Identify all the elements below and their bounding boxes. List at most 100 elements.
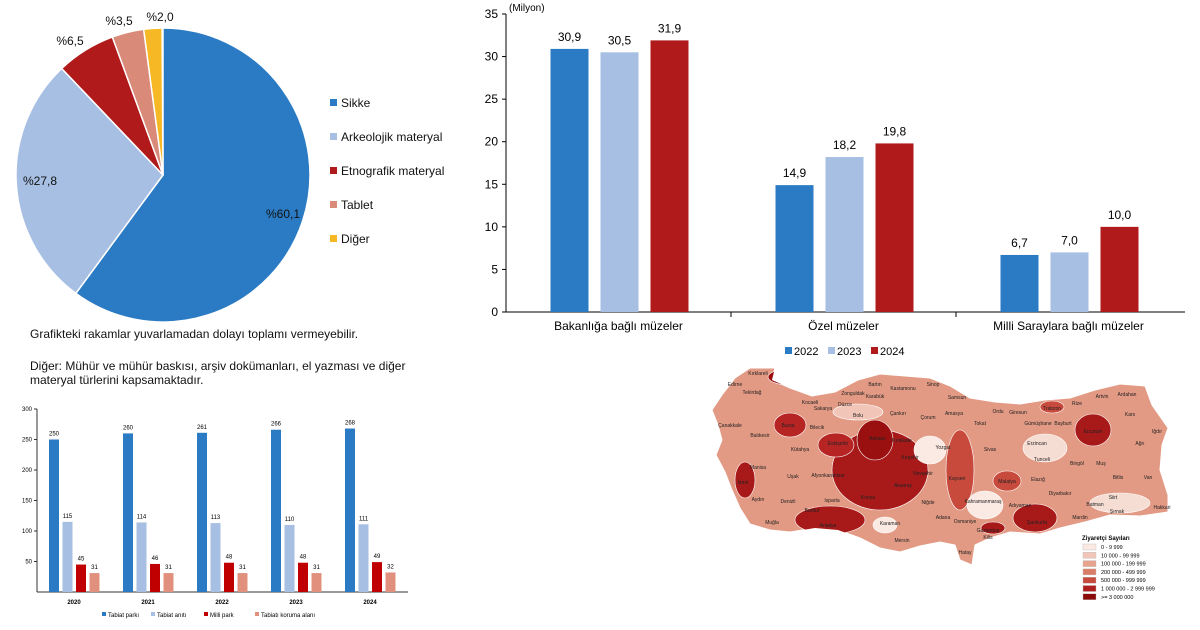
province-region — [1074, 413, 1112, 447]
province-label: Bilecik — [810, 425, 825, 431]
bar-value-label: 7,0 — [1061, 233, 1078, 247]
province-label: Ardahan — [1118, 392, 1137, 398]
bar-value-label: 31 — [91, 565, 98, 571]
legend-swatch — [330, 167, 337, 174]
legend-swatch — [330, 201, 337, 208]
y-tick-label: 35 — [485, 7, 499, 21]
other-note: Diğer: Mühür ve mühür baskısı, arşiv dok… — [30, 359, 406, 387]
bar-value-label: 45 — [78, 557, 85, 563]
legend-label: Etnografik materyal — [341, 164, 444, 178]
bar — [1000, 254, 1039, 312]
province-label: Sivas — [984, 447, 997, 453]
map-legend-label: 10 000 - 99 999 — [1101, 553, 1140, 559]
province-label: Bursa — [781, 423, 794, 429]
province-label: Niğde — [921, 500, 934, 506]
bar — [76, 564, 86, 592]
map-legend-swatch — [1082, 543, 1097, 551]
bar-value-label: 48 — [300, 555, 307, 561]
x-tick-label: 2024 — [363, 600, 377, 606]
legend-label: Tabiatı koruma alanı — [261, 613, 315, 619]
bar — [1100, 226, 1139, 312]
x-tick-label: 2020 — [67, 600, 81, 606]
bar-value-label: 46 — [152, 556, 159, 562]
province-label: Rize — [1072, 401, 1082, 407]
province-label: Düzce — [838, 402, 852, 408]
legend-swatch — [828, 347, 835, 354]
legend-swatch — [871, 347, 878, 354]
bar-value-label: 260 — [123, 425, 134, 431]
bar-value-label: 110 — [285, 517, 295, 523]
province-label: Aksaray — [894, 483, 913, 489]
province-label: Bitlis — [1113, 475, 1124, 481]
bar — [224, 562, 234, 592]
y-tick-label: 30 — [485, 50, 499, 64]
bar-value-label: 14,9 — [783, 166, 807, 180]
bar — [550, 48, 589, 313]
province-label: Şanlıurfa — [1027, 520, 1047, 526]
bar — [197, 432, 207, 592]
y-tick-label: 20 — [485, 135, 499, 149]
legend-label: Arkeolojik materyal — [341, 130, 442, 144]
bar-value-label: 266 — [271, 422, 282, 428]
x-tick-label: 2023 — [289, 600, 303, 606]
province-label: Hatay — [958, 550, 972, 556]
province-label: Sakarya — [814, 406, 833, 412]
pie-chart: %60,1 Sikke %27,8 Arkeolojik materyal %6,5 Et… — [15, 10, 444, 323]
province-region — [1039, 400, 1065, 414]
province-label: Bayburt — [1054, 421, 1072, 427]
y-tick-label: 250 — [22, 438, 33, 444]
bar — [1050, 252, 1089, 312]
province-label: Çorum — [920, 415, 935, 421]
map-legend-swatch — [1082, 568, 1097, 576]
province-label: Tunceli — [1034, 457, 1050, 463]
x-tick-label: 2021 — [141, 600, 155, 606]
province-label: Mersin — [894, 538, 909, 544]
province-label: Isparta — [824, 498, 840, 504]
province-label: Nevşehir — [913, 471, 933, 477]
province-region — [966, 490, 1004, 520]
map-legend-swatch — [1082, 585, 1097, 592]
bar-value-label: 18,2 — [833, 138, 857, 152]
bar — [237, 573, 248, 592]
bar — [345, 428, 355, 592]
map-legend-label: 200 000 - 499 999 — [1101, 570, 1146, 576]
province-region — [734, 461, 756, 499]
pie-slice — [142, 27, 164, 176]
province-region — [913, 435, 947, 465]
legend-label: Tabiat anıtı — [157, 613, 187, 619]
pie-slice — [15, 67, 164, 295]
province-label: Aydın — [752, 497, 765, 503]
bar — [49, 439, 59, 592]
province-label: Çankırı — [890, 411, 906, 417]
legend-label: Diğer — [341, 232, 370, 246]
province-label: Eskişehir — [828, 441, 849, 447]
y-tick-label: 10 — [485, 220, 499, 234]
bar — [875, 143, 914, 312]
province-region — [773, 412, 807, 438]
legend-label: 2023 — [837, 346, 861, 358]
province-label: Şırnak — [1110, 509, 1125, 515]
province-label: Balıkesir — [750, 433, 770, 439]
pie-slice-label: %27,8 — [23, 174, 57, 188]
province-label: Bingöl — [1070, 461, 1084, 467]
province-region — [1089, 492, 1151, 514]
bar-value-label: 115 — [63, 514, 73, 520]
map-legend-label: 500 000 - 999 999 — [1101, 578, 1146, 584]
bar — [650, 40, 689, 312]
rounding-note: Grafikteki rakamlar yuvarlamadan dolayı … — [30, 327, 359, 341]
x-tick-label: 2022 — [215, 600, 229, 606]
province-label: İzmir — [738, 479, 749, 486]
bar-value-label: 31,9 — [658, 21, 682, 35]
province-label: Ordu — [992, 409, 1003, 415]
province-label: Adıyaman — [1009, 503, 1032, 509]
province-region — [945, 429, 975, 511]
protected-areas-chart: 50 100 150 200 250 300 2020 250 115 45 31 2021 260 11… — [22, 407, 408, 619]
bar — [150, 563, 160, 592]
bar — [284, 524, 295, 592]
province-label: Kastamonu — [890, 386, 916, 392]
bar-value-label: 32 — [387, 564, 394, 570]
bar-value-label: 111 — [359, 516, 369, 522]
province-label: Gaziantep — [977, 528, 1000, 534]
bar-value-label: 250 — [49, 432, 60, 438]
province-region — [980, 521, 1006, 535]
